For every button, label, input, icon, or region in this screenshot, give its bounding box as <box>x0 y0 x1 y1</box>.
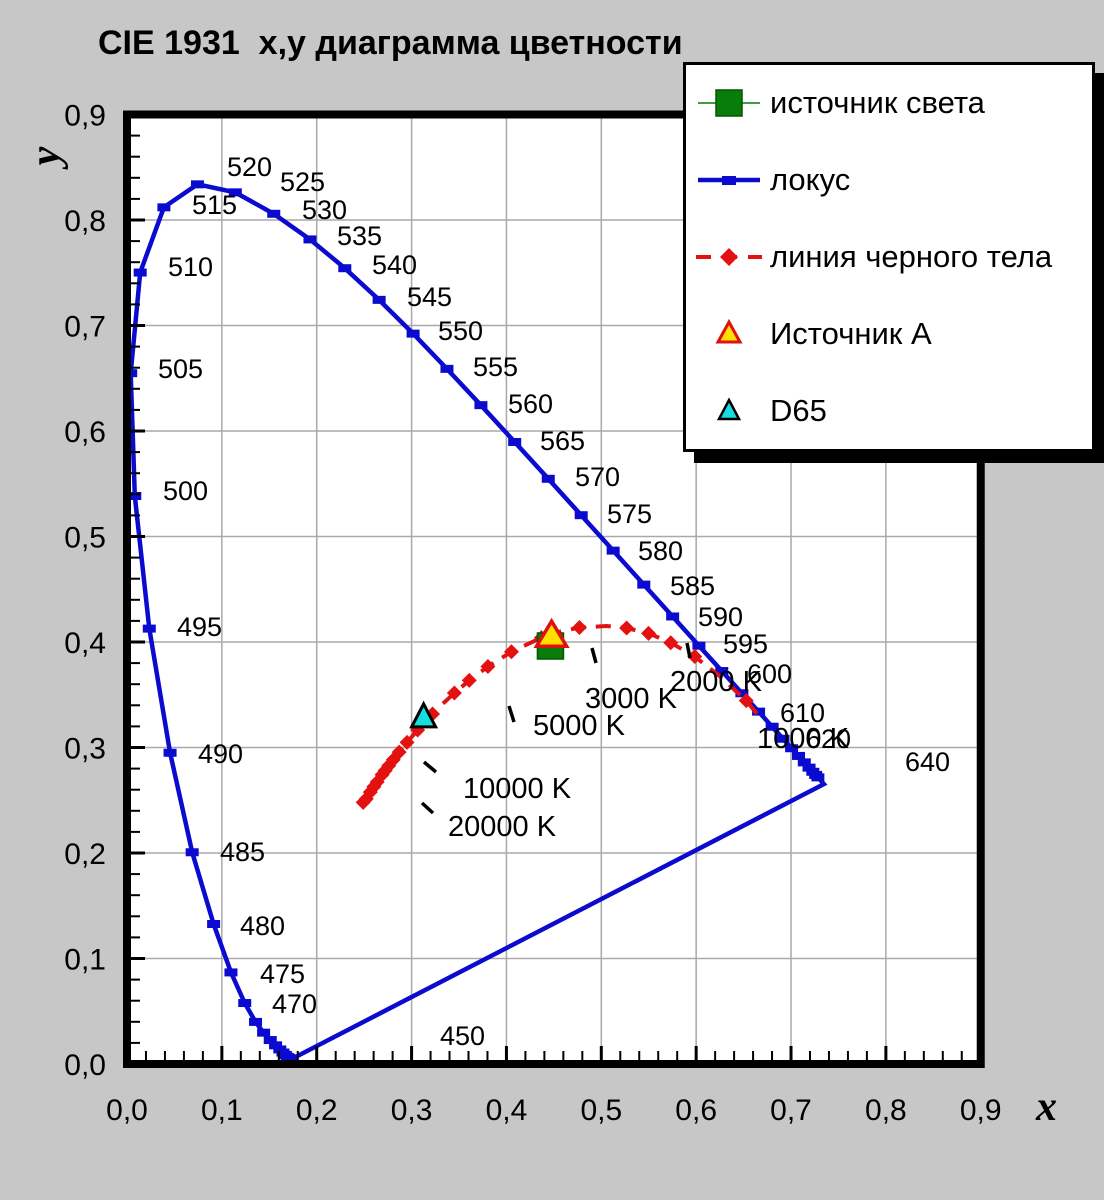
temperature-leader-tick <box>507 705 516 723</box>
red-dash-diamond-marker-icon <box>696 247 762 266</box>
legend-label: D65 <box>770 392 827 428</box>
temperature-leader-tick <box>685 642 692 659</box>
wavelength-label: 610 <box>780 698 825 728</box>
y-tick-label: 0,9 <box>64 100 106 133</box>
wavelength-label: 535 <box>337 221 382 251</box>
x-tick-label: 0,5 <box>580 1094 622 1127</box>
wavelength-label: 475 <box>260 959 305 989</box>
x-tick-label: 0,9 <box>960 1094 1002 1127</box>
temperature-label: 3000 K <box>585 683 678 715</box>
y-tick-label: 0,8 <box>64 205 106 238</box>
y-tick-label: 0,0 <box>64 1049 106 1082</box>
y-tick-label: 0,4 <box>64 627 106 660</box>
source-markers <box>409 617 570 729</box>
temperature-label: 5000 K <box>533 710 626 742</box>
x-tick-label: 0,1 <box>201 1094 243 1127</box>
wavelength-label: 470 <box>272 989 317 1019</box>
wavelength-label: 550 <box>438 316 483 346</box>
wavelength-label: 510 <box>168 252 213 282</box>
y-tick-label: 0,7 <box>64 311 106 344</box>
x-tick-label: 0,8 <box>865 1094 907 1127</box>
x-tick-label: 0,3 <box>391 1094 433 1127</box>
wavelength-label: 565 <box>540 426 585 456</box>
yellow-triangle-marker-icon <box>715 318 743 344</box>
y-tick-label: 0,6 <box>64 416 106 449</box>
y-axis-title: y <box>23 146 69 170</box>
wavelength-label: 560 <box>508 389 553 419</box>
x-axis-labels: 0,0 0,1 0,2 0,3 0,4 0,5 0,6 0,7 0,8 0,9 <box>106 1094 1001 1127</box>
spectral-locus-markers <box>124 180 825 1063</box>
y-tick-label: 0,3 <box>64 733 106 766</box>
x-axis-title: x <box>1035 1084 1057 1130</box>
wavelength-label: 490 <box>198 739 243 769</box>
legend-label: локус <box>770 162 851 198</box>
blue-line-marker-icon <box>698 176 760 186</box>
wavelength-label: 525 <box>280 167 325 197</box>
temperature-leader-tick <box>422 760 438 774</box>
legend-item-locus: локус <box>686 142 1092 219</box>
wavelength-label: 450 <box>440 1021 485 1051</box>
legend-item-blackbody: линия черного тела <box>686 219 1092 296</box>
temperature-leader-tick <box>420 801 435 815</box>
wavelength-label: 530 <box>302 195 347 225</box>
legend-item-source-a: Источник А <box>686 295 1092 372</box>
temperature-label: 1000 K <box>757 723 850 755</box>
temperature-leader-tick <box>590 647 598 664</box>
wavelength-label: 580 <box>638 536 683 566</box>
x-tick-label: 0,6 <box>675 1094 717 1127</box>
wavelength-label: 545 <box>407 282 452 312</box>
wavelength-label: 585 <box>670 571 715 601</box>
legend-label: источник света <box>770 85 985 121</box>
wavelength-label: 520 <box>227 152 272 182</box>
wavelength-label: 540 <box>372 250 417 280</box>
wavelength-label: 595 <box>723 629 768 659</box>
x-tick-label: 0,4 <box>486 1094 528 1127</box>
d65-triangle-marker <box>409 700 439 729</box>
wavelength-label: 505 <box>158 354 203 384</box>
wavelength-label: 620 <box>806 724 851 754</box>
legend-item-d65: D65 <box>686 372 1092 449</box>
chart-title: CIE 1931 x,y диаграмма цветности <box>98 24 683 62</box>
legend-label: Источник А <box>770 315 932 351</box>
wavelength-label: 575 <box>607 499 652 529</box>
y-tick-label: 0,1 <box>64 944 106 977</box>
chart-legend: источник света локус линия черного тела … <box>683 62 1095 452</box>
legend-label: линия черного тела <box>770 238 1053 274</box>
green-square-marker-icon <box>698 89 760 118</box>
x-tick-label: 0,7 <box>770 1094 812 1127</box>
axis-ticks <box>131 134 963 1060</box>
wavelength-label: 480 <box>240 911 285 941</box>
wavelength-label: 570 <box>575 462 620 492</box>
svg-text:y: y <box>23 146 69 170</box>
wavelength-label: 600 <box>747 659 792 689</box>
plot-border <box>123 110 985 1068</box>
wavelength-label: 485 <box>220 837 265 867</box>
x-tick-label: 0,0 <box>106 1094 148 1127</box>
wavelength-label: 515 <box>192 190 237 220</box>
wavelength-label: 500 <box>163 476 208 506</box>
temperature-label: 10000 K <box>463 773 572 805</box>
wavelength-label: 495 <box>177 612 222 642</box>
wavelength-label: 590 <box>698 602 743 632</box>
y-axis-labels: 0,0 0,1 0,2 0,3 0,4 0,5 0,6 0,7 0,8 0,9 <box>64 100 106 1083</box>
wavelength-label: 555 <box>473 352 518 382</box>
wavelength-label: 640 <box>905 747 950 777</box>
temperature-label: 20000 K <box>448 811 557 843</box>
cyan-triangle-marker-icon <box>716 396 742 420</box>
x-tick-label: 0,2 <box>296 1094 338 1127</box>
y-tick-label: 0,2 <box>64 838 106 871</box>
legend-item-light-source: источник света <box>686 65 1092 142</box>
temperature-label: 2000 K <box>670 666 763 698</box>
y-tick-label: 0,5 <box>64 522 106 555</box>
source-a-triangle-marker <box>533 617 570 648</box>
